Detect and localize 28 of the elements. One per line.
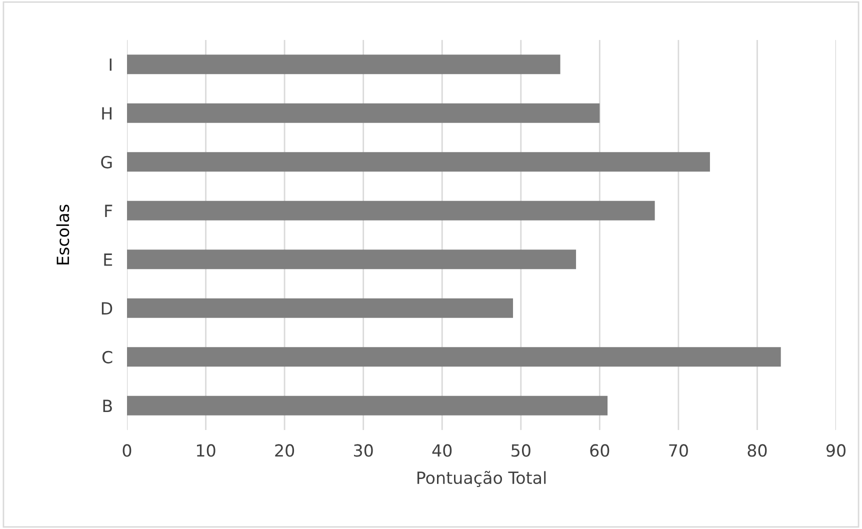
bar: [127, 103, 600, 123]
x-tick-label: 70: [669, 444, 688, 457]
x-tick-label: 50: [512, 444, 530, 457]
x-tick-label: 30: [354, 444, 373, 457]
y-tick-label: F: [105, 204, 112, 217]
y-tick-label: I: [110, 58, 112, 71]
x-tick-label: 10: [197, 444, 216, 457]
bar: [127, 152, 710, 172]
bar: [127, 396, 608, 416]
y-tick-label: H: [102, 107, 112, 120]
y-tick-label: G: [101, 156, 112, 168]
x-tick-label: 0: [122, 444, 132, 457]
bar: [127, 54, 560, 74]
y-tick-label: B: [103, 400, 112, 412]
bar: [127, 250, 576, 270]
y-tick-label: C: [102, 350, 112, 364]
y-tick-label: D: [102, 302, 112, 314]
y-axis-title: Escolas: [56, 204, 70, 264]
bar: [127, 200, 655, 220]
y-tick-label: E: [104, 254, 112, 266]
x-axis-title: Pontuação Total: [417, 470, 546, 488]
x-tick-label: 80: [748, 444, 767, 457]
x-tick-label: 40: [432, 444, 452, 457]
x-tick-label: 60: [590, 444, 610, 457]
bar: [127, 347, 781, 367]
x-tick-label: 90: [826, 444, 846, 457]
bar: [127, 298, 514, 318]
x-tick-label: 20: [275, 444, 294, 457]
